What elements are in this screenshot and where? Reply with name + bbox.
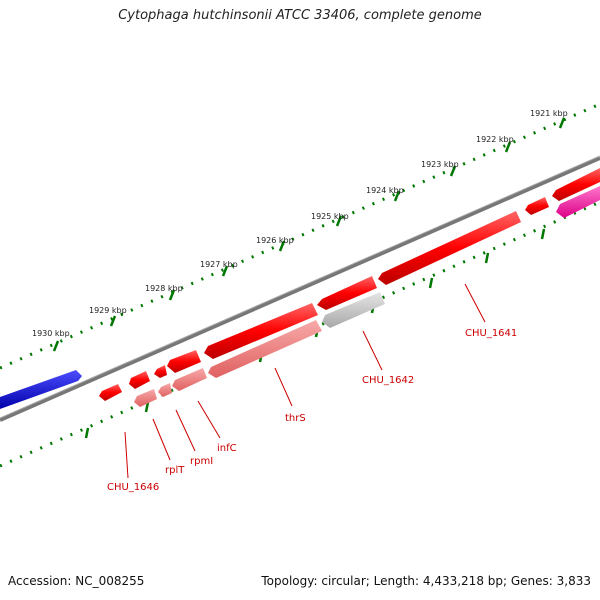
kbp-label-1930: 1930 kbp: [32, 329, 70, 338]
gene-arrow-rpmi: [154, 365, 167, 378]
kbp-labels: 1921 kbp 1922 kbp 1923 kbp 1924 kbp 1925…: [32, 109, 568, 338]
kbp-label-1929: 1929 kbp: [89, 306, 127, 315]
forward-genes: [99, 168, 600, 401]
gene-arrow-thrs: [204, 303, 318, 359]
rev-arrow-infc: [172, 368, 207, 391]
topology-text: Topology: circular; Length: 4,433,218 bp…: [261, 574, 591, 588]
genome-backbone-highlight: [0, 155, 600, 419]
gene-arrow-small-1: [525, 197, 549, 215]
outer-major-ticks: [52, 117, 566, 352]
gene-label-leaders: [124, 283, 486, 479]
kbp-label-1927: 1927 kbp: [200, 260, 238, 269]
rev-arrow-rpmi: [158, 383, 172, 397]
gene-labels: CHU_1641 CHU_1642 thrS infC rpmI rplT CH…: [107, 328, 517, 493]
genome-backbone: [0, 156, 600, 422]
gene-label-infc: infC: [217, 443, 237, 454]
rev-arrow-chu1642: [322, 292, 385, 328]
kbp-label-1928: 1928 kbp: [145, 284, 183, 293]
rev-arrow-thrs: [208, 320, 322, 378]
rev-arrow-rplt: [134, 389, 157, 407]
gene-arrow-small-2: [552, 168, 600, 201]
reverse-genes: [134, 292, 385, 407]
kbp-label-1922: 1922 kbp: [476, 135, 514, 144]
gene-arrow-rplt: [129, 371, 150, 389]
gene-label-chu1641: CHU_1641: [465, 328, 517, 339]
gene-arrow-chu1646: [99, 384, 122, 401]
magenta-gene-feature: [556, 186, 600, 218]
kbp-label-1921: 1921 kbp: [530, 109, 568, 118]
gene-label-chu1642: CHU_1642: [362, 375, 414, 386]
gene-label-rpmi: rpmI: [190, 456, 213, 467]
gene-label-chu1646: CHU_1646: [107, 482, 159, 493]
gene-label-thrs: thrS: [285, 413, 306, 424]
gene-label-rplt: rplT: [165, 465, 185, 476]
kbp-label-1924: 1924 kbp: [366, 186, 404, 195]
kbp-label-1926: 1926 kbp: [256, 236, 294, 245]
kbp-label-1925: 1925 kbp: [311, 212, 349, 221]
gene-arrow-infc: [167, 350, 201, 373]
gene-arrow-chu1642-fwd: [317, 276, 377, 310]
map-title: Cytophaga hutchinsonii ATCC 33406, compl…: [118, 8, 482, 23]
kbp-label-1923: 1923 kbp: [421, 160, 459, 169]
blue-gene-feature: [0, 370, 82, 409]
accession-text: Accession: NC_008255: [8, 574, 145, 588]
gene-arrow-chu1641: [378, 211, 521, 285]
